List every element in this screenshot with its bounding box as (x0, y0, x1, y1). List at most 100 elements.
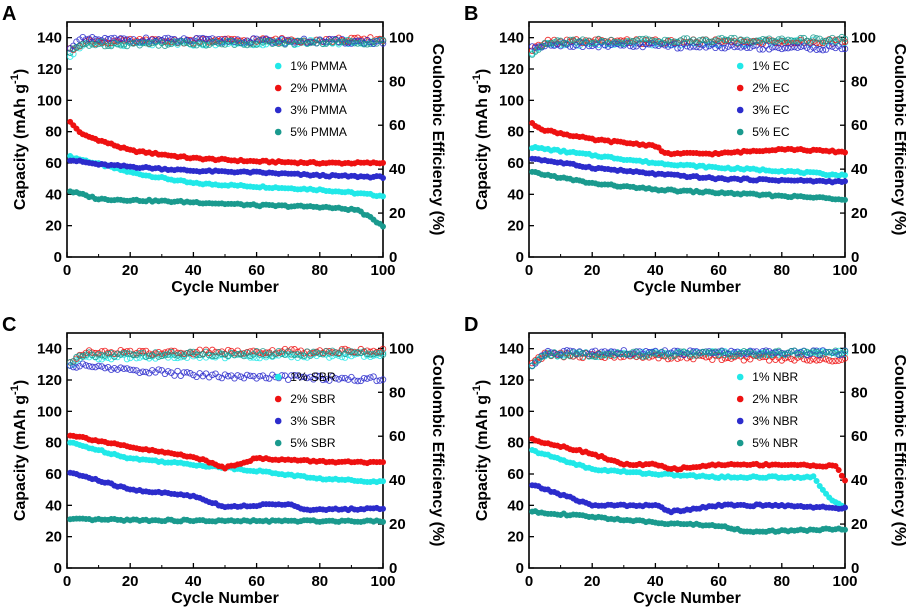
ce-point-3-sbr (66, 362, 74, 369)
ce-point-3-ec (693, 43, 700, 51)
ce-point-5-nbr (765, 351, 773, 359)
ce-point-5-sbr (376, 349, 384, 357)
ce-point-5-pmma (348, 38, 355, 45)
ce-point-5-ec (582, 39, 590, 46)
y-axis-label: Capacity (mAh g-1) (9, 380, 29, 521)
ce-point-5-ec (696, 37, 703, 44)
ce-point-3-ec (683, 42, 691, 50)
panel-letter: C (2, 314, 16, 336)
ce-point-3-sbr (310, 376, 317, 383)
ce-point-2-pmma (218, 35, 226, 43)
chart-panel-c: C0 20 40 60 80 100020406080100120140020406080… (2, 314, 446, 607)
ce-point-5-pmma (212, 38, 219, 45)
ce-point-5-ec (617, 40, 624, 47)
ce-point-3-sbr (95, 362, 102, 370)
capacity-point-2-ec (655, 144, 662, 151)
ce-point-5-pmma (253, 41, 260, 48)
ce-point-3-pmma (70, 42, 77, 50)
capacity-point-1-pmma (379, 193, 386, 200)
ce-point-2-nbr (832, 357, 839, 365)
x-tick-label: 80 (311, 262, 328, 279)
ce-point-3-nbr (547, 349, 555, 356)
y2-tick-label: 80 (389, 384, 406, 401)
ce-point-3-pmma (145, 38, 153, 45)
ce-point-5-sbr (66, 358, 74, 366)
ce-point-5-nbr (838, 349, 846, 357)
ce-point-3-ec (784, 44, 792, 52)
ce-point-2-nbr (743, 354, 751, 361)
ce-point-5-ec (576, 38, 583, 45)
ce-point-5-nbr (683, 349, 691, 357)
ce-point-5-pmma (224, 38, 232, 45)
legend-label-5-ec: 5% EC (752, 125, 790, 139)
x-tick-label: 20 (122, 262, 139, 279)
ce-point-2-nbr (645, 354, 653, 361)
ce-point-3-pmma (196, 35, 203, 42)
data-points (528, 347, 849, 536)
ce-point-5-nbr (639, 353, 647, 360)
y2-tick-label: 0 (389, 249, 397, 266)
ce-point-5-ec (532, 48, 539, 55)
ce-point-5-ec (636, 35, 643, 43)
ce-point-5-pmma (310, 38, 317, 46)
legend-label-5-sbr: 5% SBR (290, 436, 336, 450)
ce-point-5-nbr (677, 348, 684, 355)
ce-point-5-nbr (620, 350, 628, 358)
ce-point-5-ec (810, 34, 817, 41)
ce-point-5-sbr (79, 353, 87, 360)
ce-point-5-nbr (696, 349, 703, 357)
ce-point-3-nbr (588, 348, 596, 356)
ce-point-5-ec (554, 37, 561, 44)
ce-point-3-ec (614, 40, 621, 48)
ce-point-3-ec (803, 44, 811, 51)
ce-point-5-sbr (297, 352, 305, 359)
legend-label-2-nbr: 2% NBR (752, 392, 798, 406)
ce-point-3-ec (746, 44, 754, 51)
y2-axis-label: Coulombic Efficiency (%) (891, 43, 906, 235)
y-tick-label: 0 (54, 560, 62, 577)
ce-point-3-sbr (262, 374, 270, 382)
ce-point-3-nbr (731, 348, 738, 356)
ce-point-5-sbr (136, 350, 143, 357)
ce-point-3-ec (743, 44, 751, 52)
ce-point-3-pmma (193, 34, 200, 42)
ce-point-5-pmma (171, 38, 178, 45)
y-tick-label: 140 (37, 30, 62, 47)
y-tick-label: 140 (499, 30, 524, 47)
ce-point-5-sbr (104, 350, 112, 358)
ce-point-2-ec (775, 39, 782, 47)
ce-point-3-pmma (202, 35, 210, 43)
ce-point-5-sbr (348, 348, 355, 355)
ce-point-5-ec (816, 35, 823, 43)
ce-point-5-ec (699, 36, 707, 43)
x-tick-label: 100 (370, 262, 395, 279)
y2-tick-label: 20 (851, 516, 868, 533)
legend-label-2-ec: 2% EC (752, 81, 790, 95)
ce-point-2-nbr (813, 357, 820, 364)
ce-point-5-pmma (262, 37, 270, 45)
ce-point-3-ec (626, 42, 634, 50)
y2-tick-label: 40 (851, 472, 868, 489)
capacity-point-2-pmma (379, 159, 386, 166)
ce-point-3-sbr (370, 373, 377, 380)
ce-point-5-ec (541, 39, 549, 47)
ce-point-5-sbr (370, 350, 377, 358)
ce-point-3-pmma (82, 36, 90, 43)
data-points (528, 33, 849, 203)
ce-point-5-nbr (727, 352, 735, 360)
y2-tick-label: 100 (389, 340, 414, 357)
ce-point-3-sbr (376, 377, 384, 384)
ce-point-5-sbr (379, 351, 387, 358)
x-tick-label: 100 (832, 573, 857, 590)
ce-point-5-sbr (363, 350, 371, 358)
ce-point-3-ec (595, 43, 602, 51)
y-tick-label: 40 (507, 497, 524, 514)
ce-point-5-nbr (680, 348, 688, 355)
ce-point-5-nbr (800, 347, 808, 355)
ce-point-5-nbr (709, 348, 716, 356)
ce-point-5-pmma (196, 39, 203, 47)
ce-point-5-nbr (759, 350, 767, 358)
y2-tick-label: 0 (389, 560, 397, 577)
ce-point-5-ec (709, 38, 716, 45)
